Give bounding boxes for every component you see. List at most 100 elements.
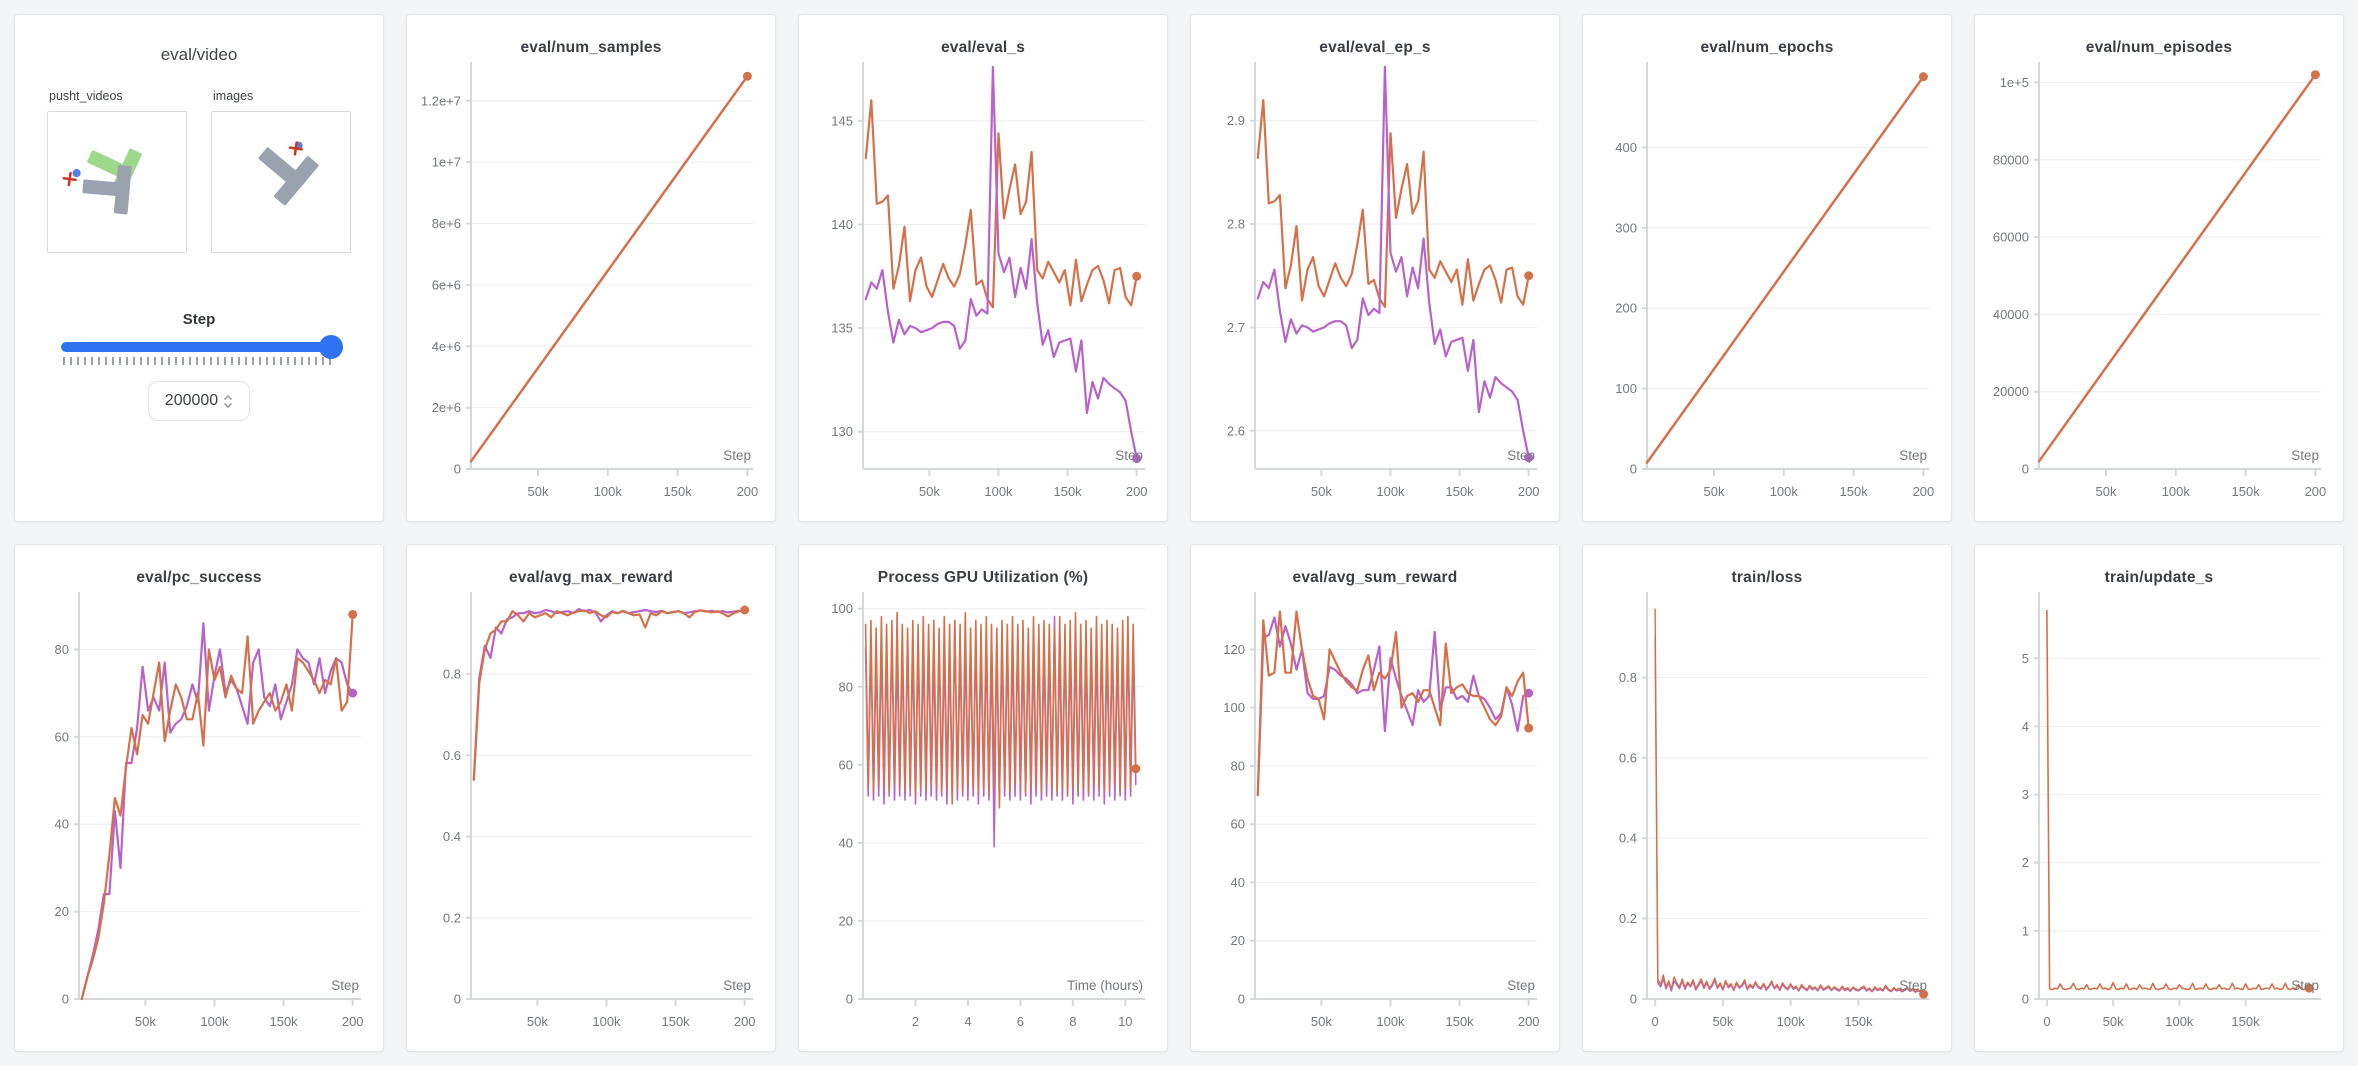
svg-text:100k: 100k (984, 484, 1013, 499)
media-caption: pusht_videos (49, 89, 123, 103)
svg-text:60: 60 (1231, 817, 1245, 832)
chart-title: train/loss (1731, 569, 1803, 586)
line-chart-eval-avg-max-reward[interactable]: 0 0.2 0.4 0.6 0.8 50k 100k 150k 200 Step (413, 587, 769, 1050)
svg-text:80: 80 (55, 642, 69, 657)
step-slider[interactable] (61, 335, 343, 359)
svg-text:200: 200 (342, 1014, 364, 1029)
svg-text:0.6: 0.6 (443, 748, 461, 763)
line-chart-eval-num-epochs[interactable]: 0 100 200 300 400 50k 100k 150k 200 Step (1589, 57, 1945, 520)
svg-text:130: 130 (831, 424, 853, 439)
svg-text:0: 0 (454, 992, 461, 1007)
svg-text:10: 10 (1118, 1014, 1132, 1029)
line-chart-process-gpu-utilization[interactable]: 0 20 40 60 80 100 2 4 6 8 10 Time (hours) (805, 587, 1161, 1050)
svg-text:1.2e+7: 1.2e+7 (421, 93, 461, 108)
panel-eval-eval-s: eval/eval_s 130 135 140 145 50k 100k 150k 200 St… (798, 14, 1168, 522)
panel-eval-num-episodes: eval/num_episodes 0 20000 40000 60000 80000 1… (1974, 14, 2344, 522)
svg-text:Step: Step (723, 978, 751, 993)
svg-text:6e+6: 6e+6 (432, 277, 461, 292)
svg-text:150k: 150k (2231, 1014, 2260, 1029)
svg-text:60: 60 (55, 729, 69, 744)
svg-text:3: 3 (2022, 787, 2029, 802)
svg-text:0.2: 0.2 (1619, 911, 1637, 926)
svg-text:Step: Step (723, 448, 751, 463)
svg-text:150k: 150k (1053, 484, 1082, 499)
block-t-shape (82, 165, 132, 215)
svg-text:4e+6: 4e+6 (432, 339, 461, 354)
svg-text:150k: 150k (269, 1014, 298, 1029)
svg-text:150k: 150k (1445, 1014, 1474, 1029)
chart-title: eval/num_episodes (2085, 39, 2233, 56)
chart-title: eval/num_samples (520, 39, 662, 56)
panel-eval-pc-success: eval/pc_success 0 20 40 60 80 50k 100k 150k 200 S… (14, 544, 384, 1052)
svg-text:1: 1 (2022, 923, 2029, 938)
svg-text:100k: 100k (1770, 484, 1799, 499)
svg-text:0.4: 0.4 (443, 829, 461, 844)
panel-process-gpu-utilization: Process GPU Utilization (%) 0 20 40 60 80 100… (798, 544, 1168, 1052)
chart-title: eval/pc_success (136, 569, 262, 586)
svg-text:150k: 150k (1844, 1014, 1873, 1029)
chart-title: Process GPU Utilization (%) (877, 569, 1089, 586)
step-value: 200000 (164, 392, 219, 409)
svg-text:4: 4 (964, 1014, 971, 1029)
svg-text:100: 100 (1223, 700, 1245, 715)
svg-text:200: 200 (1518, 484, 1540, 499)
svg-text:50k: 50k (919, 484, 940, 499)
svg-text:Step: Step (1899, 448, 1927, 463)
svg-text:100k: 100k (1777, 1014, 1806, 1029)
goal-cross-icon (62, 171, 77, 187)
line-chart-eval-pc-success[interactable]: 0 20 40 60 80 50k 100k 150k 200 Step (21, 587, 377, 1050)
svg-text:50k: 50k (1311, 484, 1332, 499)
svg-text:20: 20 (839, 913, 853, 928)
svg-text:Step: Step (2291, 978, 2319, 993)
svg-text:50k: 50k (135, 1014, 156, 1029)
svg-text:100k: 100k (2162, 484, 2191, 499)
svg-text:4: 4 (2022, 719, 2029, 734)
svg-text:5: 5 (2022, 651, 2029, 666)
step-slider-thumb[interactable] (319, 335, 343, 359)
line-chart-eval-num-episodes[interactable]: 0 20000 40000 60000 80000 1e+5 50k 100k 150k 200 S… (1981, 57, 2337, 520)
svg-text:20000: 20000 (1993, 384, 2029, 399)
svg-text:0: 0 (1630, 992, 1637, 1007)
chevron-down-icon[interactable] (223, 402, 233, 409)
svg-text:135: 135 (831, 321, 853, 336)
chevron-up-icon[interactable] (223, 394, 233, 401)
panel-train-loss: train/loss 0 0.2 0.4 0.6 0.8 0 50k 100k 150k Step (1582, 544, 1952, 1052)
svg-text:2.9: 2.9 (1227, 113, 1245, 128)
svg-text:2: 2 (2022, 855, 2029, 870)
line-chart-eval-eval-ep-s[interactable]: 2.6 2.7 2.8 2.9 50k 100k 150k 200 Step (1197, 57, 1553, 520)
chart-title: eval/eval_ep_s (1319, 39, 1431, 56)
chart-title: eval/avg_max_reward (508, 569, 674, 586)
media-item-pusht-videos: pusht_videos (47, 89, 187, 253)
svg-text:100k: 100k (1376, 484, 1405, 499)
step-slider-track[interactable] (61, 335, 343, 359)
svg-text:Step: Step (331, 978, 359, 993)
line-chart-train-loss[interactable]: 0 0.2 0.4 0.6 0.8 0 50k 100k 150k Step (1589, 587, 1945, 1050)
svg-text:145: 145 (831, 113, 853, 128)
svg-text:0.8: 0.8 (1619, 670, 1637, 685)
svg-text:1e+5: 1e+5 (2000, 75, 2029, 90)
line-chart-eval-eval-s[interactable]: 130 135 140 145 50k 100k 150k 200 Step (805, 57, 1161, 520)
line-chart-train-update-s[interactable]: 0 1 2 3 4 5 0 50k 100k 150k Step (1981, 587, 2337, 1050)
svg-text:80000: 80000 (1993, 152, 2029, 167)
chart-title: train/update_s (2104, 569, 2214, 586)
line-chart-eval-num-samples[interactable]: 0 2e+6 4e+6 6e+6 8e+6 1e+7 1.2e+7 50k 100k 150k 20… (413, 57, 769, 520)
svg-text:2e+6: 2e+6 (432, 400, 461, 415)
line-chart-eval-avg-sum-reward[interactable]: 0 20 40 60 80 100 120 50k 100k 150k 200 Step (1197, 587, 1553, 1050)
svg-text:0.4: 0.4 (1619, 831, 1637, 846)
block-t-shape (258, 147, 319, 206)
images-thumbnail[interactable] (211, 111, 351, 253)
step-value-input[interactable]: 200000 (148, 381, 250, 421)
pusht-video-thumbnail[interactable] (47, 111, 187, 253)
svg-text:0: 0 (1238, 992, 1245, 1007)
pusht-scene (62, 148, 142, 215)
panel-eval-video: eval/video pusht_videos (14, 14, 384, 522)
chart-title: eval/avg_sum_reward (1292, 569, 1458, 586)
svg-text:Step: Step (1115, 448, 1143, 463)
media-row: pusht_videos (15, 89, 383, 253)
svg-text:100: 100 (1615, 381, 1637, 396)
step-stepper-buttons[interactable] (223, 394, 233, 409)
svg-text:200: 200 (1615, 301, 1637, 316)
svg-text:40: 40 (55, 817, 69, 832)
svg-text:2.8: 2.8 (1227, 217, 1245, 232)
